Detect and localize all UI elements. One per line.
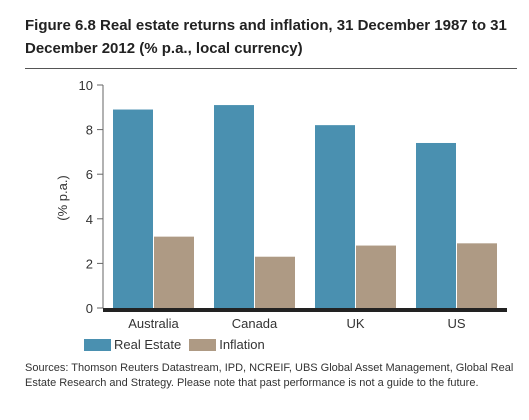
- legend-label-inflation: Inflation: [219, 337, 265, 352]
- legend: Real Estate Inflation: [84, 337, 273, 352]
- legend-item-inflation: Inflation: [189, 337, 265, 352]
- x-tick-label: US: [447, 316, 465, 331]
- y-axis-title: (% p.a.): [55, 175, 70, 221]
- bar-inflation-us: [457, 243, 497, 308]
- x-axis-labels: Australia Canada UK US: [128, 316, 466, 331]
- bar-real-estate-us: [416, 142, 456, 308]
- y-tick-label: 10: [79, 78, 93, 93]
- bar-real-estate-uk: [315, 125, 355, 308]
- legend-item-real-estate: Real Estate: [84, 337, 181, 352]
- bar-chart: (% p.a.) 0 2 4 6 8 10 Australia Canada UK US: [55, 78, 507, 331]
- x-tick-label: Canada: [232, 316, 278, 331]
- y-tick-label: 0: [86, 301, 93, 316]
- bar-inflation-canada: [255, 256, 295, 308]
- bar-inflation-australia: [154, 236, 194, 308]
- y-tick-label: 4: [86, 212, 93, 227]
- chart-title: Figure 6.8 Real estate returns and infla…: [25, 17, 507, 57]
- bar-real-estate-canada: [214, 105, 254, 308]
- legend-swatch-real-estate: [84, 338, 111, 351]
- source-note: Sources: Thomson Reuters Datastream, IPD…: [25, 362, 514, 389]
- legend-label-real-estate: Real Estate: [114, 337, 182, 352]
- bars: [113, 105, 497, 308]
- y-tick-label: 6: [86, 167, 93, 182]
- bar-real-estate-australia: [113, 109, 153, 308]
- x-tick-label: UK: [346, 316, 364, 331]
- y-tick-label: 8: [86, 123, 93, 138]
- y-axis-ticks: 0 2 4 6 8 10: [79, 78, 104, 316]
- y-tick-label: 2: [86, 256, 93, 271]
- x-tick-label: Australia: [128, 316, 179, 331]
- title-divider: [25, 68, 517, 69]
- y-axis-title-group: (% p.a.): [55, 175, 70, 221]
- legend-swatch-inflation: [189, 338, 217, 351]
- bar-inflation-uk: [356, 245, 396, 308]
